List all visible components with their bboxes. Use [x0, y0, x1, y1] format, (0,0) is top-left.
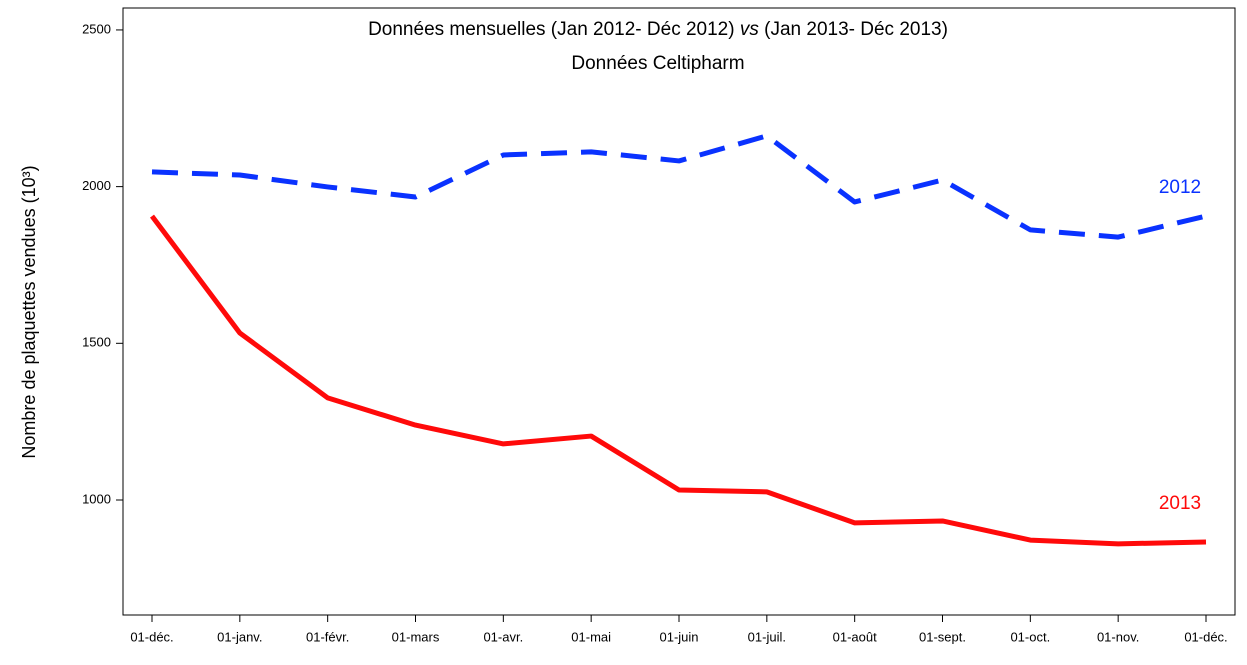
x-tick-label: 01-avr.	[483, 629, 523, 644]
y-tick-label: 1500	[82, 335, 111, 350]
x-tick-label: 01-juin	[659, 629, 698, 644]
x-tick-label: 01-nov.	[1097, 629, 1139, 644]
x-tick-label: 01-févr.	[306, 629, 349, 644]
x-tick-label: 01-sept.	[919, 629, 966, 644]
title-part: vs	[740, 19, 760, 40]
x-tick-label: 01-déc.	[1184, 629, 1227, 644]
x-tick-label: 01-mai	[571, 629, 611, 644]
series-label: 2013	[1159, 493, 1201, 514]
y-axis-label: Nombre de plaquettes vendues (10³)	[19, 165, 39, 458]
x-tick-label: 01-août	[833, 629, 877, 644]
plot-frame	[122, 7, 1236, 616]
y-tick-label: 1000	[82, 491, 111, 506]
title-part: (Jan 2013- Déc 2013)	[759, 19, 948, 40]
chart-title: Données mensuelles (Jan 2012- Déc 2012) …	[368, 19, 948, 40]
chart-subtitle: Données Celtipharm	[571, 53, 744, 74]
series-label: 2012	[1159, 177, 1201, 198]
y-tick-label: 2500	[82, 21, 111, 36]
title-part: Données mensuelles (Jan 2012- Déc 2012)	[368, 19, 740, 40]
x-tick-label: 01-oct.	[1010, 629, 1050, 644]
x-tick-label: 01-janv.	[217, 629, 262, 644]
series-line	[150, 214, 1207, 547]
series-line	[151, 133, 1207, 240]
x-tick-label: 01-mars	[392, 629, 440, 644]
x-tick-label: 01-juil.	[748, 629, 786, 644]
y-tick-label: 2000	[82, 178, 111, 193]
x-tick-label: 01-déc.	[130, 629, 173, 644]
